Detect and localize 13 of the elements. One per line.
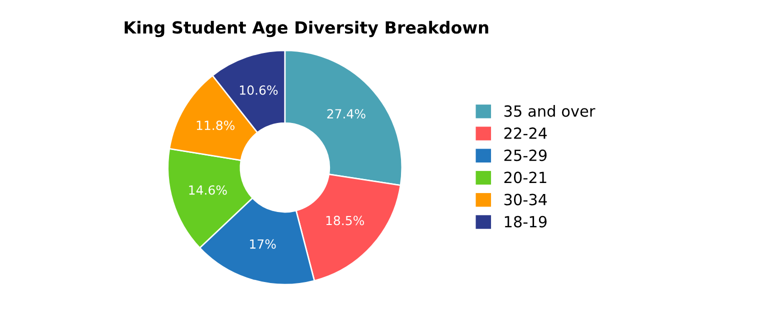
legend-label: 18-19 [504, 216, 547, 228]
data-label: 10.6% [240, 85, 278, 95]
legend-label: 20-21 [504, 172, 546, 184]
chart-title: King Student Age Diversity Breakdown [124, 20, 488, 38]
data-label: 18.5% [326, 216, 364, 226]
legend-label: 30-34 [504, 194, 547, 206]
legend-label: 35 and over [504, 105, 596, 117]
data-label: 27.4% [327, 109, 366, 119]
data-label: 14.6% [189, 185, 227, 195]
data-label: 17% [250, 239, 276, 249]
legend-label: 22-24 [504, 127, 547, 139]
data-label: 11.8% [196, 120, 235, 130]
legend-label: 25-29 [504, 150, 547, 162]
